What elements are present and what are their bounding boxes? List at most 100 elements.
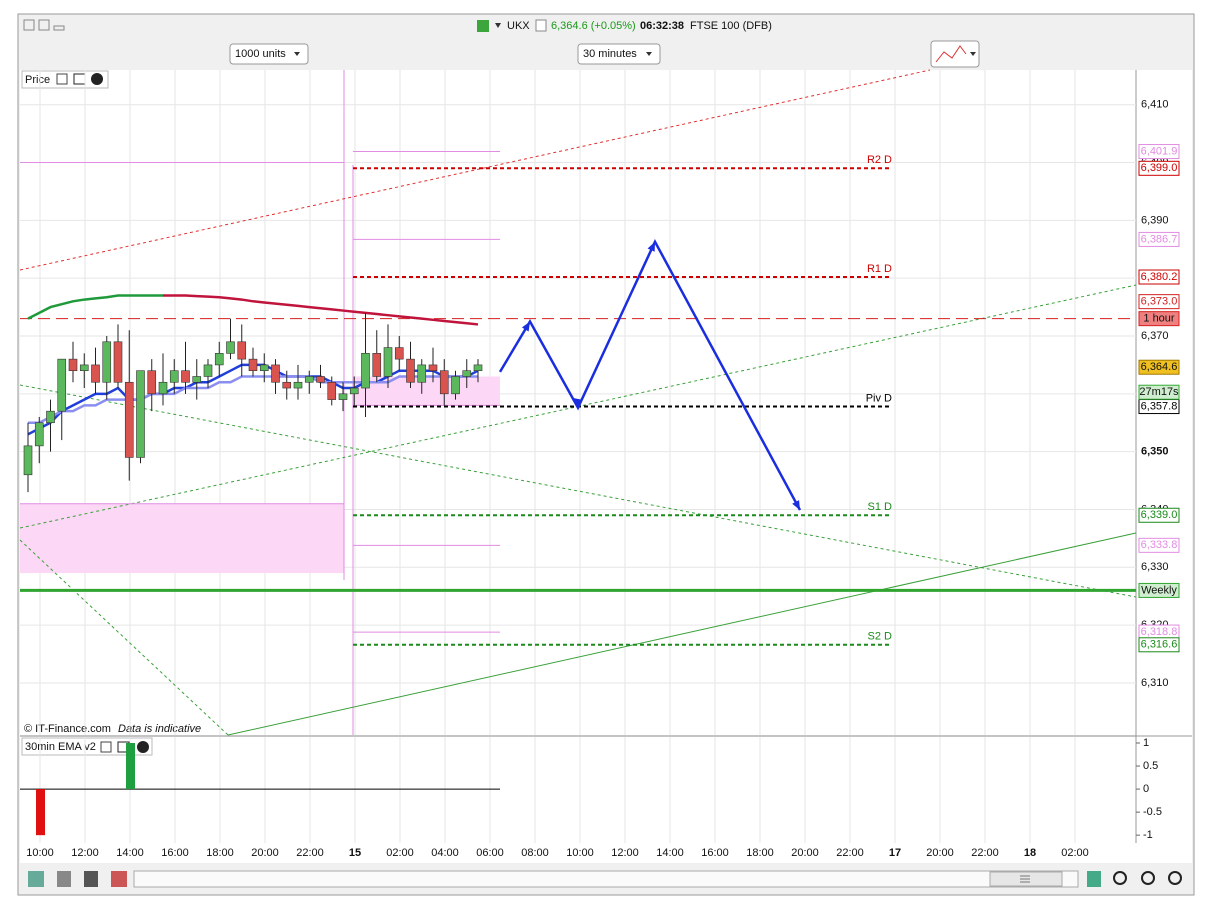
candle-body xyxy=(46,410,55,424)
dropdown-arrow[interactable] xyxy=(495,23,501,28)
candle-body xyxy=(338,393,348,400)
x-tick-label: 18:00 xyxy=(746,847,774,859)
y-tick-label: 6,310 xyxy=(1141,677,1169,689)
interval-dropdown[interactable] xyxy=(577,43,661,65)
y-tick-label: 6,390 xyxy=(1141,214,1169,226)
pivot-price-box xyxy=(1138,637,1180,653)
x-tick-label: 06:00 xyxy=(476,847,504,859)
candle-body xyxy=(136,370,145,458)
size: 1000 units xyxy=(235,48,286,60)
scrollbar[interactable] xyxy=(133,870,1079,888)
trend-line xyxy=(227,532,1137,736)
zoom-in[interactable] xyxy=(1168,871,1182,885)
candle-body xyxy=(34,422,44,447)
candle-body xyxy=(181,370,190,383)
panel-title: Price xyxy=(25,74,50,86)
candle-body xyxy=(248,358,258,371)
candle-body xyxy=(271,364,280,383)
close-button[interactable] xyxy=(23,19,35,31)
weekly-box xyxy=(1138,582,1180,598)
pivot-price-box xyxy=(1138,160,1180,176)
x-tick-label: 20:00 xyxy=(926,847,954,859)
pivot-price-label: 6,357.8 xyxy=(1141,400,1178,412)
panel-title: 30min EMA v2 xyxy=(25,741,96,753)
candle-body xyxy=(113,341,123,383)
settings-icon[interactable] xyxy=(56,73,68,85)
x-tick-label: 22:00 xyxy=(971,847,999,859)
close-icon[interactable] xyxy=(91,73,103,85)
tool-icon[interactable] xyxy=(111,871,127,887)
candle-body xyxy=(372,353,382,377)
x-tick-label: 20:00 xyxy=(251,847,279,859)
zoom-out[interactable] xyxy=(1141,871,1155,885)
trend-line xyxy=(19,69,931,271)
candle-body xyxy=(91,364,100,383)
candle-body xyxy=(439,370,449,395)
forecast-arrow xyxy=(572,397,582,408)
symbol-icon xyxy=(477,20,489,32)
candle-body xyxy=(462,370,472,377)
countdown: 27m17s xyxy=(1139,386,1179,398)
tool-icon[interactable] xyxy=(28,871,44,887)
y-tick-label: 0 xyxy=(1143,783,1149,795)
weekly-label: Weekly xyxy=(1141,584,1177,596)
pivot-label: R2 D xyxy=(867,154,892,166)
candle-body xyxy=(349,387,359,395)
tool-icon[interactable] xyxy=(1087,871,1101,887)
x-tick-label: 08:00 xyxy=(521,847,549,859)
current-price-box xyxy=(1138,359,1180,375)
minimize-button[interactable] xyxy=(53,25,65,31)
grip xyxy=(1020,875,1030,883)
pivot-label: S2 D xyxy=(868,631,893,643)
candle-body xyxy=(428,364,438,371)
size-dropdown[interactable] xyxy=(229,43,309,65)
forecast-arrow xyxy=(521,321,530,332)
candle-body xyxy=(203,364,213,377)
candle-body xyxy=(102,341,112,383)
bar xyxy=(36,789,45,836)
panel-label-box xyxy=(21,70,109,89)
settings-icon[interactable] xyxy=(100,741,112,753)
pivot-price-label: 6,339.0 xyxy=(1141,509,1178,521)
candle-body xyxy=(226,341,235,354)
candle-body xyxy=(417,364,427,383)
candle-body xyxy=(79,364,89,371)
candle-body xyxy=(316,376,325,383)
copyright: © IT-Finance.com xyxy=(24,723,111,735)
y-tick-label: 6,370 xyxy=(1141,330,1169,342)
bar xyxy=(126,742,135,790)
candle-body xyxy=(394,347,404,360)
pivot-price-label: 6,399.0 xyxy=(1141,162,1178,174)
zone-price-label: 6,401.9 xyxy=(1141,145,1178,157)
candle-body xyxy=(158,381,168,395)
zone-price-label: 6,318.8 xyxy=(1141,626,1178,638)
candle-body xyxy=(57,358,67,412)
info-icon[interactable] xyxy=(535,19,547,32)
x-tick-label: 02:00 xyxy=(386,847,414,859)
interval: 30 minutes xyxy=(583,48,637,60)
tool-icon[interactable] xyxy=(57,871,71,887)
close-icon[interactable] xyxy=(137,741,149,753)
x-tick-label: 18 xyxy=(1024,847,1036,859)
candle-body xyxy=(214,353,224,366)
pivot-price-label: 6,316.6 xyxy=(1141,639,1178,651)
candle-body xyxy=(68,358,78,371)
instrument-name: FTSE 100 (DFB) xyxy=(690,20,772,32)
tool-icon[interactable] xyxy=(84,871,98,887)
plot: 10:00 12:00 14:00 16:00 18:00 20:00 22:00 15 02:… xyxy=(19,69,1180,859)
symbol[interactable]: UKX xyxy=(507,20,530,32)
y-tick-label: 0.5 xyxy=(1143,760,1158,772)
restore-button[interactable] xyxy=(38,19,50,31)
pivot-price-label: 6,380.2 xyxy=(1141,271,1178,283)
x-tick-label: 04:00 xyxy=(431,847,459,859)
dropdown-arrow xyxy=(294,52,300,56)
candle-body xyxy=(23,445,33,476)
zoom-fit[interactable] xyxy=(1113,871,1127,885)
indicator-line xyxy=(163,294,479,326)
y-tick-label: -1 xyxy=(1143,829,1153,841)
dropdown-arrow xyxy=(646,52,652,56)
chart-type-icon xyxy=(935,45,967,63)
candle-body xyxy=(259,364,269,371)
zone-price-label: 6,386.7 xyxy=(1141,233,1178,245)
x-tick-label: 17 xyxy=(889,847,901,859)
